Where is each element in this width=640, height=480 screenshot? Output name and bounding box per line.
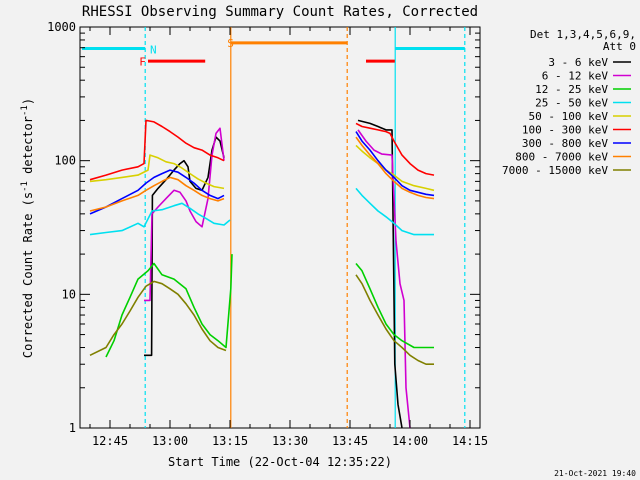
legend-label-2: 12 - 25 keV [535, 83, 608, 96]
series-line-6-1 [355, 131, 435, 197]
series-line-3-1 [355, 187, 434, 236]
y-tick-label-1: 10 [62, 287, 76, 301]
x-tick-label-5: 14:00 [392, 434, 428, 448]
plot-area [79, 26, 481, 429]
series-line-6-0 [89, 169, 225, 215]
x-tick-label-3: 13:30 [272, 434, 308, 448]
series-line-3-0 [89, 202, 231, 236]
series-line-1-1 [357, 129, 411, 429]
legend-label-4: 50 - 100 keV [529, 110, 609, 123]
legend-header-0: Det 1,3,4,5,6,9, [530, 28, 636, 41]
legend-label-0: 3 - 6 keV [548, 56, 608, 69]
legend-label-3: 25 - 50 keV [535, 97, 608, 110]
x-axis-label: Start Time (22-Oct-04 12:35:22) [168, 455, 392, 469]
series-line-8-1 [355, 274, 434, 365]
series-line-4-1 [355, 144, 435, 192]
y-tick-label-2: 100 [54, 154, 76, 168]
x-tick-label-1: 13:00 [152, 434, 188, 448]
x-tick-label-6: 14:15 [452, 434, 488, 448]
annotation-S: S [227, 37, 234, 50]
series-line-7-0 [89, 176, 225, 212]
legend-label-8: 7000 - 15000 keV [502, 164, 608, 177]
y-tick-label-0: 1 [69, 421, 76, 435]
legend-header-1: Att 0 [603, 40, 636, 53]
legend-label-6: 300 - 800 keV [522, 137, 608, 150]
x-tick-label-0: 12:45 [92, 434, 128, 448]
y-tick-label-3: 1000 [47, 20, 76, 34]
legend-label-7: 800 - 7000 keV [515, 151, 608, 164]
series-line-4-0 [89, 154, 225, 190]
series-line-8-0 [89, 280, 227, 357]
x-tick-label-2: 13:15 [212, 434, 248, 448]
chart-title: RHESSI Observing Summary Count Rates, Co… [82, 4, 478, 20]
footer-timestamp: 21-Oct-2021 19:40 [554, 469, 636, 478]
x-tick-label-4: 13:45 [332, 434, 368, 448]
series-line-2-0 [105, 254, 233, 358]
series-line-0-1 [357, 119, 403, 429]
annotation-F: F [139, 56, 146, 69]
series-line-5-1 [355, 122, 435, 176]
series-line-5-0 [89, 119, 225, 181]
series-line-2-1 [355, 262, 434, 349]
series-line-7-1 [355, 136, 435, 200]
annotation-N: N [150, 43, 157, 56]
legend-label-5: 100 - 300 keV [522, 124, 608, 137]
legend-label-1: 6 - 12 keV [542, 70, 609, 83]
y-axis-label: Corrected Count Rate (s-1 detector-1) [20, 98, 35, 358]
